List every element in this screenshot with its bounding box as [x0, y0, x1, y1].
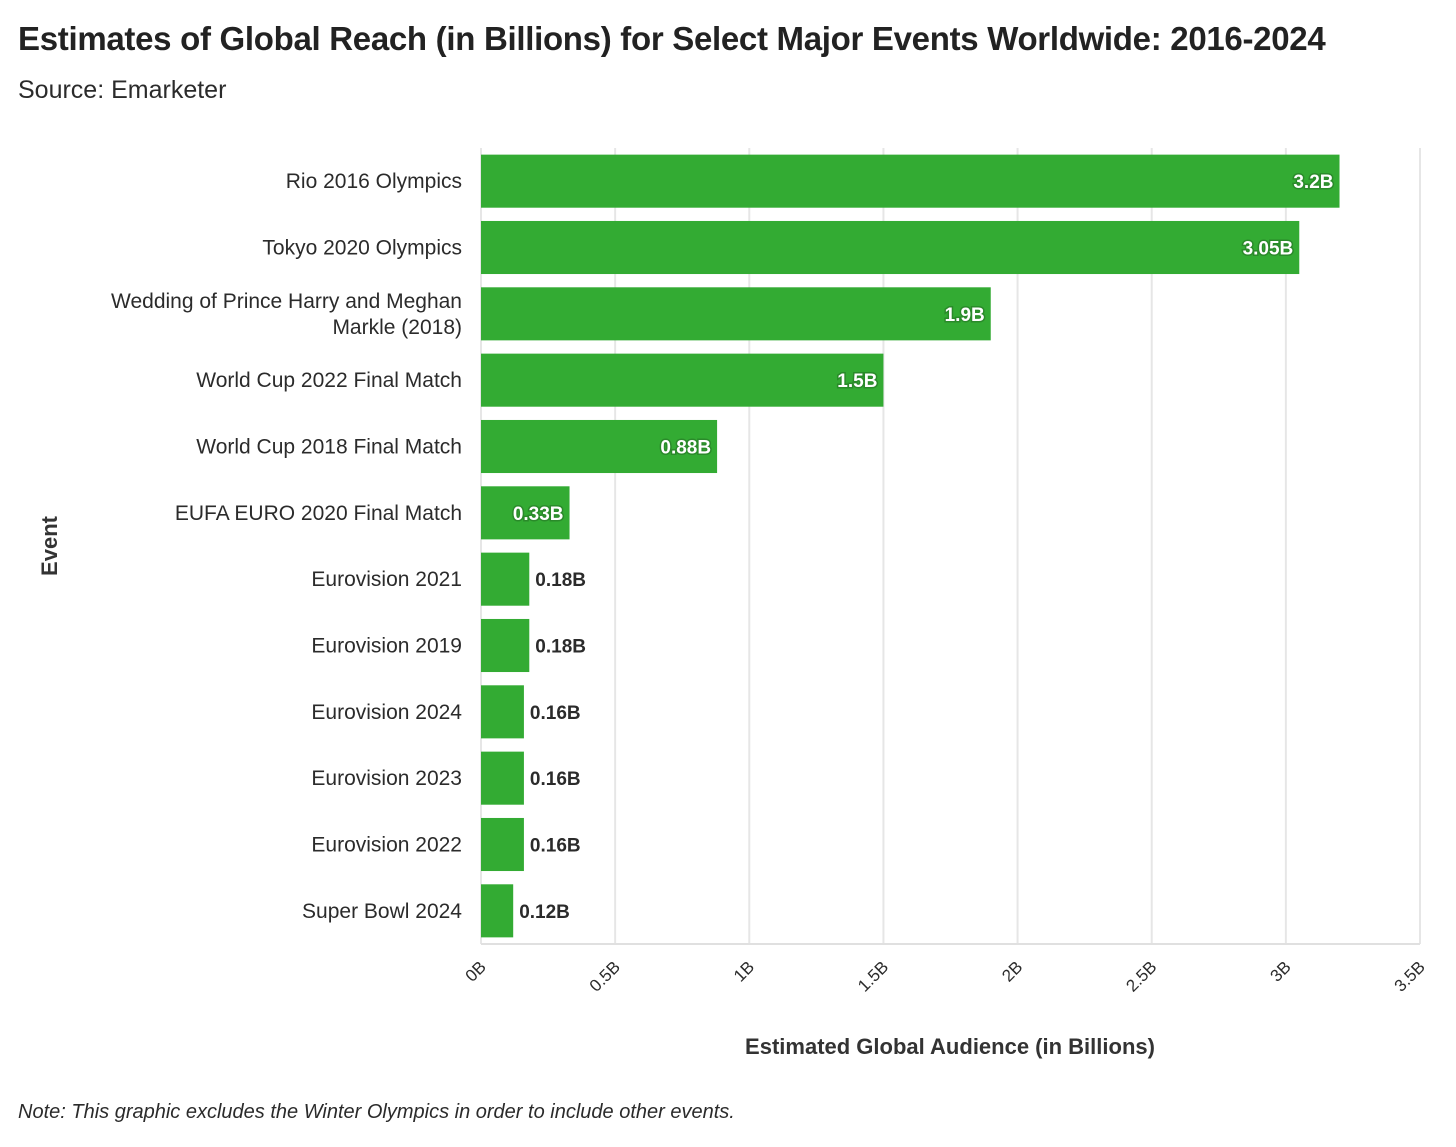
chart-subtitle: Source: Emarketer — [18, 76, 227, 104]
data-label: 1.5B — [837, 371, 877, 392]
bar — [481, 154, 1340, 208]
category-label: Eurovision 2019 — [311, 635, 462, 658]
data-label: 0.18B — [535, 637, 586, 658]
category-label: Eurovision 2023 — [311, 767, 462, 790]
bar — [481, 353, 884, 407]
x-tick-label: 3.5B — [1391, 957, 1429, 995]
x-tick-labels: 0B 0.5B 1B 1.5B 2B 2.5B 3B 3.5B — [462, 957, 1429, 995]
bar — [481, 220, 1300, 275]
category-label: Tokyo 2020 Olympics — [262, 237, 462, 260]
footnote: Note: This graphic excludes the Winter O… — [18, 1101, 735, 1123]
category-label: World Cup 2022 Final Match — [196, 369, 462, 392]
data-label: 1.9B — [945, 305, 985, 326]
y-axis-title: Event — [37, 515, 62, 576]
x-tick-label: 0.5B — [586, 957, 624, 995]
data-label: 0.12B — [519, 902, 570, 923]
chart-title: Estimates of Global Reach (in Billions) … — [18, 20, 1326, 57]
bar — [481, 552, 530, 606]
data-label: 3.05B — [1243, 239, 1294, 260]
gridlines — [480, 148, 1421, 945]
x-tick-label: 1.5B — [854, 957, 892, 995]
x-axis-title: Estimated Global Audience (in Billions) — [745, 1034, 1155, 1059]
category-label: Wedding of Prince Harry and Meghan Markle… — [111, 290, 462, 339]
bar — [481, 618, 530, 673]
x-tick-label: 0B — [462, 957, 490, 985]
bar — [481, 419, 718, 474]
category-label: Eurovision 2024 — [311, 701, 462, 724]
data-label: 0.16B — [530, 703, 581, 724]
bar — [481, 685, 524, 739]
bar — [481, 884, 514, 938]
data-label: 0.16B — [530, 769, 581, 790]
bar — [481, 287, 991, 341]
data-label: 0.33B — [513, 504, 564, 525]
x-tick-label: 1B — [730, 957, 758, 985]
x-tick-label: 3B — [1267, 957, 1295, 985]
data-label: 3.2B — [1293, 172, 1333, 193]
bar — [481, 817, 524, 872]
category-label: EUFA EURO 2020 Final Match — [175, 502, 462, 525]
bars — [481, 154, 1340, 938]
x-tick-label: 2B — [998, 957, 1026, 985]
category-label: Super Bowl 2024 — [302, 900, 462, 923]
x-tick-label: 2.5B — [1122, 957, 1160, 995]
bar — [481, 751, 524, 805]
category-label: Rio 2016 Olympics — [286, 170, 462, 193]
category-labels: Rio 2016 Olympics Tokyo 2020 Olympics Wedd… — [111, 170, 462, 923]
data-label: 0.88B — [660, 438, 711, 459]
data-labels: 3.2B 3.05B 1.9B 1.5B 0.88B 0.33B 0.18B 0.18B 0.1… — [511, 171, 1335, 923]
data-label: 0.18B — [535, 570, 586, 591]
category-label: Eurovision 2021 — [311, 568, 462, 591]
category-label: World Cup 2018 Final Match — [196, 436, 462, 459]
data-label: 0.16B — [530, 836, 581, 857]
bar — [481, 486, 570, 540]
category-label: Eurovision 2022 — [311, 834, 462, 857]
